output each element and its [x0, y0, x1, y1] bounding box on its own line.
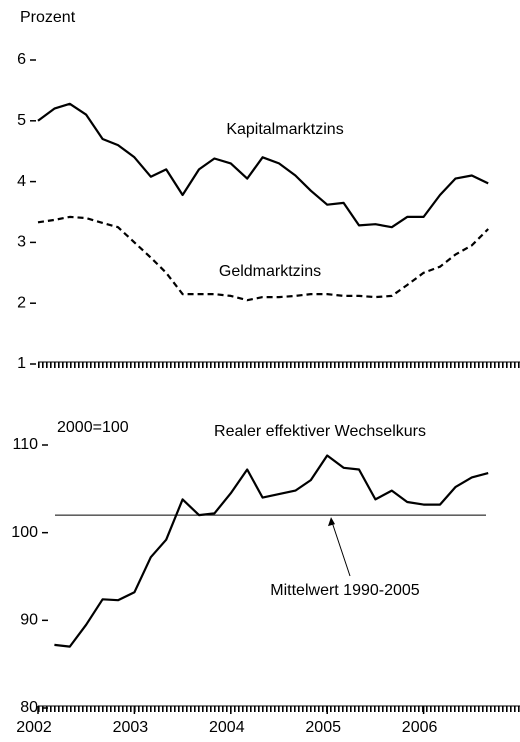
y-tick-label: 6: [17, 51, 26, 68]
series-line: [37, 102, 489, 229]
annotation-arrow: [330, 518, 351, 577]
x-tick-label: 2004: [209, 719, 245, 736]
arrow-head: [328, 517, 335, 527]
y-tick-label: 110: [12, 436, 38, 453]
y-tick-label: 5: [17, 112, 26, 129]
y-tick-label: 90: [20, 612, 38, 629]
series-line: [37, 215, 489, 302]
x-tick-label: 2002: [16, 719, 52, 736]
series-label: Geldmarktzins: [219, 263, 321, 280]
y-tick-label: 2: [17, 294, 26, 311]
series-label: Kapitalmarktzins: [226, 121, 343, 138]
y-tick-label: 1: [17, 355, 26, 372]
x-tick-label: 2005: [305, 719, 341, 736]
y-tick-label: 80: [20, 699, 38, 716]
x-tick-label: 2003: [113, 719, 149, 736]
series-line: [54, 454, 489, 648]
y-axis-label: Prozent: [20, 9, 76, 26]
reference-label: Mittelwert 1990-2005: [270, 582, 420, 599]
y-tick-label: 3: [17, 234, 26, 251]
x-tick-label: 2006: [402, 719, 438, 736]
y-axis-label: 2000=100: [57, 419, 129, 436]
y-tick-label: 100: [11, 524, 38, 541]
y-tick-label: 4: [17, 173, 26, 190]
series-label: Realer effektiver Wechselkurs: [214, 423, 426, 440]
